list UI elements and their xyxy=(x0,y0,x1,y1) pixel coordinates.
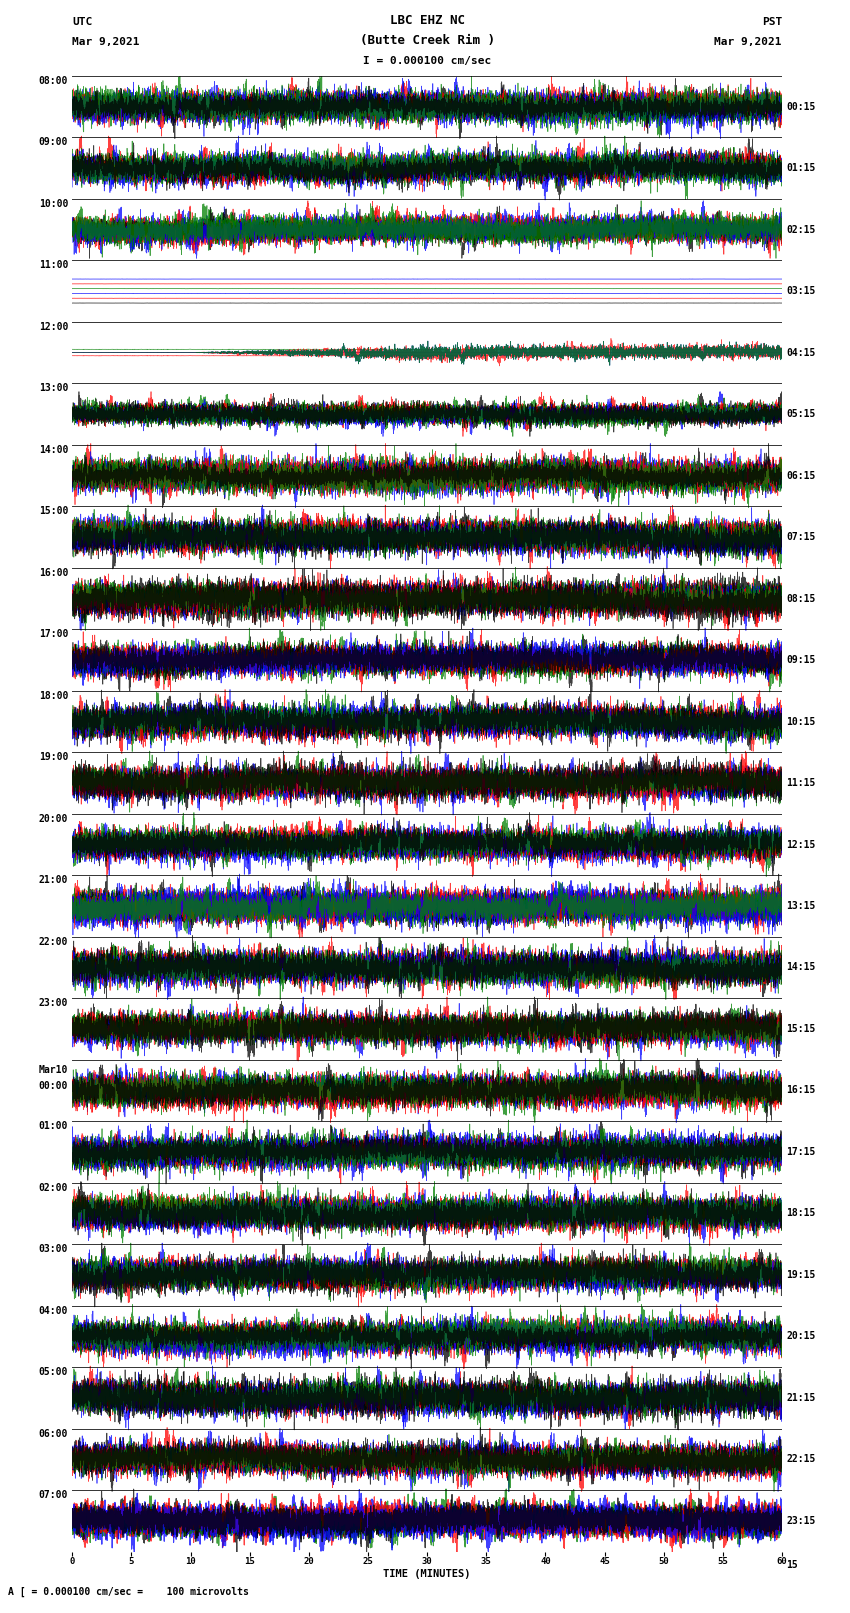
Text: 11:15: 11:15 xyxy=(786,777,816,789)
Text: 13:00: 13:00 xyxy=(38,384,68,394)
Text: 11:00: 11:00 xyxy=(38,260,68,271)
Text: LBC EHZ NC: LBC EHZ NC xyxy=(389,15,465,27)
Text: 09:15: 09:15 xyxy=(786,655,816,665)
Text: I = 0.000100 cm/sec: I = 0.000100 cm/sec xyxy=(363,56,491,66)
X-axis label: TIME (MINUTES): TIME (MINUTES) xyxy=(383,1569,471,1579)
Text: 00:15: 00:15 xyxy=(786,102,816,111)
Text: 10:15: 10:15 xyxy=(786,716,816,726)
Text: 07:15: 07:15 xyxy=(786,532,816,542)
Text: PST: PST xyxy=(762,18,782,27)
Text: 19:00: 19:00 xyxy=(38,752,68,763)
Text: 16:00: 16:00 xyxy=(38,568,68,577)
Text: 20:00: 20:00 xyxy=(38,815,68,824)
Text: 01:00: 01:00 xyxy=(38,1121,68,1131)
Text: 10:00: 10:00 xyxy=(38,198,68,208)
Text: 16:15: 16:15 xyxy=(786,1086,816,1095)
Text: 18:00: 18:00 xyxy=(38,690,68,700)
Text: 05:00: 05:00 xyxy=(38,1368,68,1378)
Text: 08:15: 08:15 xyxy=(786,594,816,603)
Text: 23:00: 23:00 xyxy=(38,998,68,1008)
Text: UTC: UTC xyxy=(72,18,93,27)
Text: 13:15: 13:15 xyxy=(786,902,816,911)
Text: 21:00: 21:00 xyxy=(38,876,68,886)
Text: 04:15: 04:15 xyxy=(786,347,816,358)
Text: 09:00: 09:00 xyxy=(38,137,68,147)
Text: 06:00: 06:00 xyxy=(38,1429,68,1439)
Text: 15:00: 15:00 xyxy=(38,506,68,516)
Text: 14:00: 14:00 xyxy=(38,445,68,455)
Text: 22:00: 22:00 xyxy=(38,937,68,947)
Text: 20:15: 20:15 xyxy=(786,1331,816,1342)
Text: 23:15: 23:15 xyxy=(786,1516,816,1526)
Text: 22:15: 22:15 xyxy=(786,1455,816,1465)
Text: (Butte Creek Rim ): (Butte Creek Rim ) xyxy=(360,34,495,47)
Text: 02:15: 02:15 xyxy=(786,224,816,234)
Text: 03:00: 03:00 xyxy=(38,1244,68,1255)
Text: 17:00: 17:00 xyxy=(38,629,68,639)
Text: 18:15: 18:15 xyxy=(786,1208,816,1218)
Text: Mar 9,2021: Mar 9,2021 xyxy=(72,37,139,47)
Text: 00:00: 00:00 xyxy=(38,1081,68,1090)
Text: Mar 9,2021: Mar 9,2021 xyxy=(715,37,782,47)
Text: 02:00: 02:00 xyxy=(38,1182,68,1192)
Text: 01:15: 01:15 xyxy=(786,163,816,173)
Text: A [ = 0.000100 cm/sec =    100 microvolts: A [ = 0.000100 cm/sec = 100 microvolts xyxy=(8,1587,249,1597)
Text: 21:15: 21:15 xyxy=(786,1394,816,1403)
Text: 19:15: 19:15 xyxy=(786,1269,816,1281)
Text: 15: 15 xyxy=(786,1560,798,1569)
Text: 12:15: 12:15 xyxy=(786,839,816,850)
Text: 12:00: 12:00 xyxy=(38,321,68,332)
Text: 15:15: 15:15 xyxy=(786,1024,816,1034)
Text: 07:00: 07:00 xyxy=(38,1490,68,1500)
Text: Mar10: Mar10 xyxy=(38,1065,68,1074)
Text: 14:15: 14:15 xyxy=(786,963,816,973)
Text: 08:00: 08:00 xyxy=(38,76,68,85)
Text: 06:15: 06:15 xyxy=(786,471,816,481)
Text: 17:15: 17:15 xyxy=(786,1147,816,1157)
Text: 05:15: 05:15 xyxy=(786,410,816,419)
Text: 03:15: 03:15 xyxy=(786,286,816,297)
Text: 04:00: 04:00 xyxy=(38,1307,68,1316)
